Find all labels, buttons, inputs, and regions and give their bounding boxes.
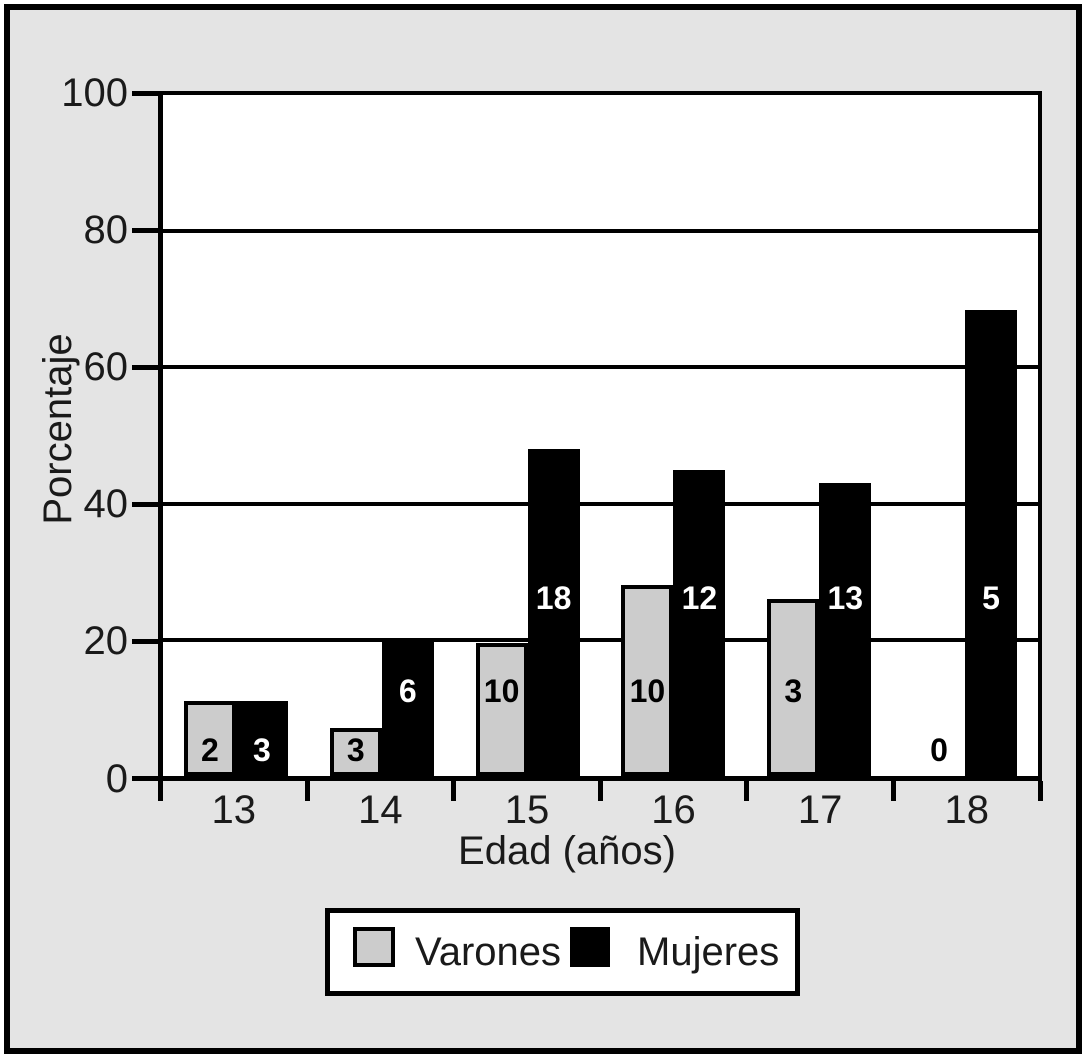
y-tick-label-80: 80 xyxy=(83,208,129,253)
bar-mujeres-14 xyxy=(381,640,434,776)
bar-varones-15 xyxy=(475,643,528,776)
x-tick xyxy=(1037,781,1043,801)
bar-mujeres-16 xyxy=(673,470,726,776)
plot-area: 2 3 3 6 10 18 10 12 3 13 0 5 xyxy=(158,91,1042,781)
x-tick xyxy=(158,781,163,801)
x-tick-label-14: 14 xyxy=(358,788,403,832)
bar-value-label-mujeres-18: 5 xyxy=(982,580,1000,616)
bar-value-label-mujeres-14: 6 xyxy=(398,673,417,709)
gridline-80 xyxy=(163,229,1038,234)
y-tick-40 xyxy=(132,501,158,507)
x-tick-label-15: 15 xyxy=(504,788,550,832)
legend-label-varones: Varones xyxy=(415,930,562,974)
bar-varones-17 xyxy=(767,599,820,776)
legend: Varones Mujeres xyxy=(325,908,800,996)
y-axis-title: Porcentaje xyxy=(36,333,80,525)
bar-value-label-varones-13: 2 xyxy=(201,732,219,768)
bar-value-label-varones-16: 10 xyxy=(629,673,666,709)
y-tick-label-100: 100 xyxy=(61,71,128,115)
y-tick-label-60: 60 xyxy=(83,345,129,390)
x-tick-label-18: 18 xyxy=(944,788,989,832)
bar-mujeres-13 xyxy=(235,701,288,776)
x-tick-label-16: 16 xyxy=(651,788,696,832)
x-axis-title: Edad (años) xyxy=(458,829,676,873)
bar-value-label-varones-14: 3 xyxy=(346,732,365,768)
x-tick xyxy=(744,781,750,801)
bar-varones-16 xyxy=(621,585,674,776)
y-tick-80 xyxy=(132,227,158,233)
y-tick-100 xyxy=(132,90,158,96)
bar-value-label-mujeres-16: 12 xyxy=(681,580,718,616)
legend-swatch-mujeres xyxy=(570,927,610,967)
y-tick-60 xyxy=(132,364,158,370)
bar-mujeres-15 xyxy=(527,449,580,776)
plot-canvas: 2 3 3 6 10 18 10 12 3 13 0 5 xyxy=(163,95,1038,776)
bar-value-label-varones-18: 0 xyxy=(930,732,948,768)
legend-label-mujeres: Mujeres xyxy=(637,930,780,974)
x-tick-label-17: 17 xyxy=(797,788,843,832)
y-tick-label-40: 40 xyxy=(83,482,129,527)
bar-varones-13 xyxy=(183,701,236,776)
bar-mujeres-18 xyxy=(965,310,1018,776)
x-tick xyxy=(890,781,896,801)
gridline-20 xyxy=(163,637,1038,642)
gridline-60 xyxy=(163,365,1038,370)
gridline-40 xyxy=(163,501,1038,506)
x-tick xyxy=(451,781,457,801)
y-tick-label-0: 0 xyxy=(105,756,128,801)
bar-mujeres-17 xyxy=(819,483,872,776)
y-tick-0 xyxy=(132,776,158,781)
x-tick-label-13: 13 xyxy=(211,788,257,832)
bar-varones-14 xyxy=(329,728,382,776)
y-tick-20 xyxy=(132,638,158,644)
bar-value-label-varones-15: 10 xyxy=(483,673,520,709)
bar-value-label-mujeres-13: 3 xyxy=(253,732,271,768)
x-tick xyxy=(597,781,603,801)
bar-value-label-mujeres-17: 13 xyxy=(827,580,864,616)
bar-value-label-mujeres-15: 18 xyxy=(535,580,572,616)
x-tick xyxy=(304,781,310,801)
bar-value-label-varones-17: 3 xyxy=(784,673,803,709)
legend-swatch-varones xyxy=(353,927,395,967)
y-tick-label-20: 20 xyxy=(83,619,129,664)
